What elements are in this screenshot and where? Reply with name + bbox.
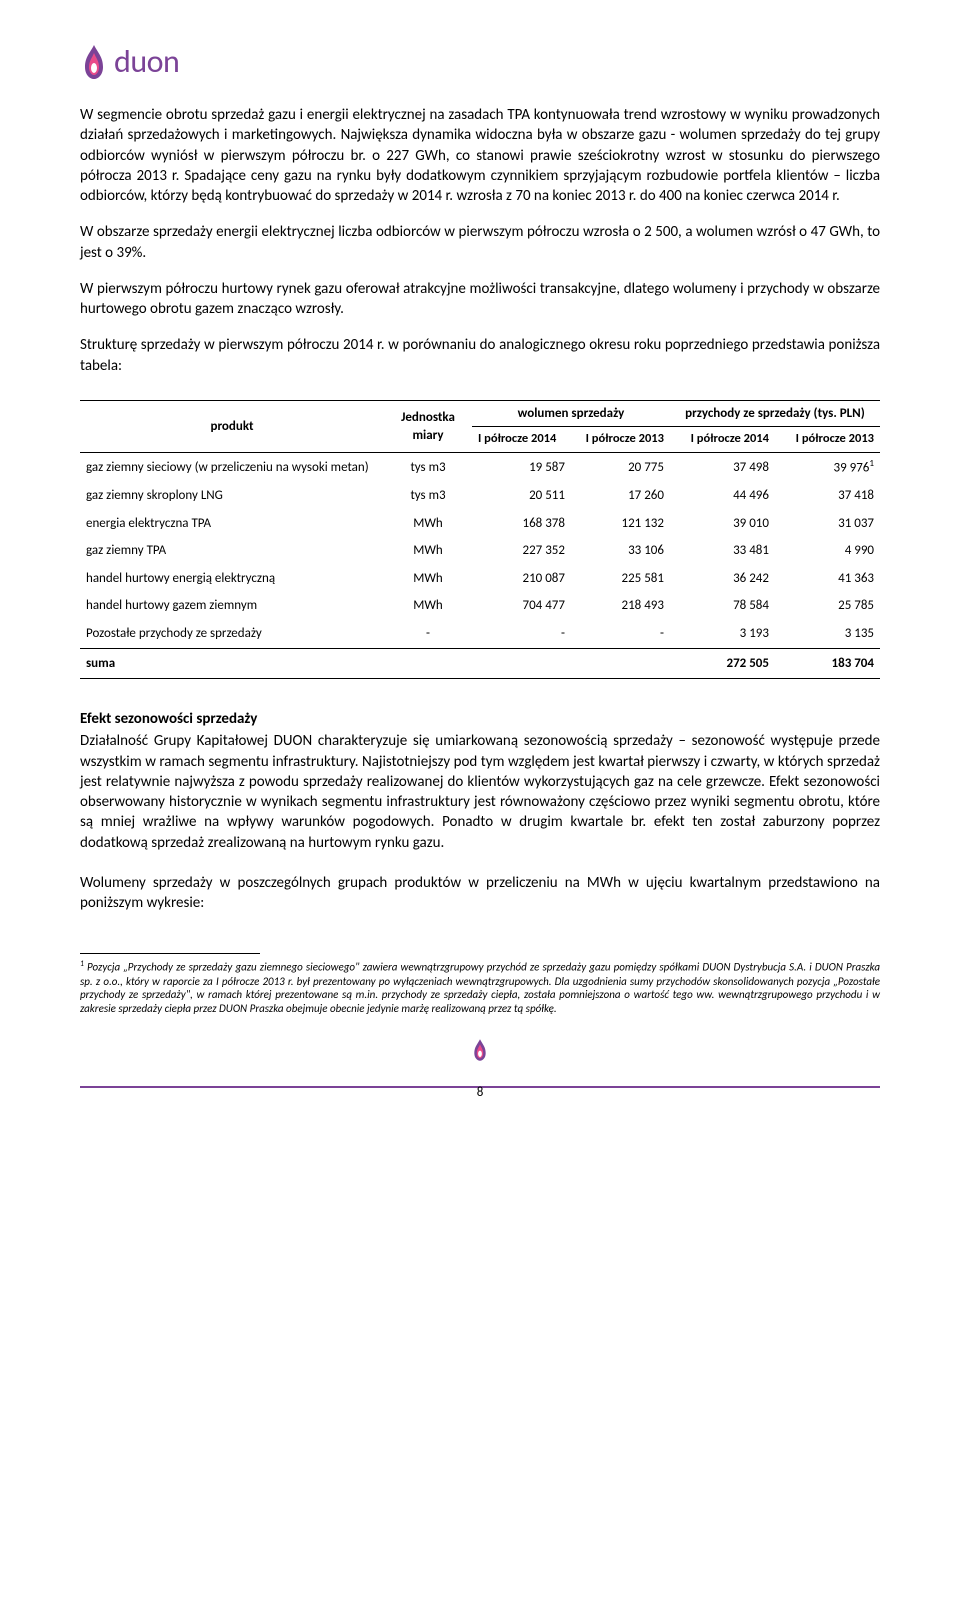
col-revenue: przychody ze sprzedaży (tys. PLN) — [670, 400, 880, 427]
cell-vol-2013: - — [571, 620, 670, 648]
cell-product: handel hurtowy energią elektryczną — [80, 565, 384, 593]
cell-vol-2013: 17 260 — [571, 482, 670, 510]
cell-unit: - — [384, 620, 472, 648]
table-row: gaz ziemny TPAMWh227 35233 10633 4814 99… — [80, 537, 880, 565]
col-rev-2013: I półrocze 2013 — [775, 427, 880, 453]
cell-vol-2013: 225 581 — [571, 565, 670, 593]
table-row: gaz ziemny sieciowy (w przeliczeniu na w… — [80, 453, 880, 482]
cell-product: Pozostałe przychody ze sprzedaży — [80, 620, 384, 648]
cell-vol-2013: 20 775 — [571, 453, 670, 482]
footnote-marker: 1 — [80, 960, 84, 969]
cell-unit: MWh — [384, 537, 472, 565]
cell-rev-2014: 33 481 — [670, 537, 775, 565]
paragraph-3: W pierwszym półroczu hurtowy rynek gazu … — [80, 279, 880, 320]
sum-rev-2014: 272 505 — [670, 648, 775, 679]
cell-vol-2014: 227 352 — [472, 537, 571, 565]
cell-vol-2014: - — [472, 620, 571, 648]
cell-rev-2013: 39 9761 — [775, 453, 880, 482]
col-unit: Jednostka miary — [384, 400, 472, 452]
cell-rev-2013: 41 363 — [775, 565, 880, 593]
paragraph-6: Wolumeny sprzedaży w poszczególnych grup… — [80, 873, 880, 914]
page-number: 8 — [80, 1084, 880, 1102]
paragraph-2: W obszarze sprzedaży energii elektryczne… — [80, 222, 880, 263]
flame-icon — [80, 43, 108, 81]
footnote-text: 1 Pozycja „Przychody ze sprzedaży gazu z… — [80, 960, 880, 1016]
cell-vol-2014: 168 378 — [472, 510, 571, 538]
cell-unit: tys m3 — [384, 453, 472, 482]
brand-name: duon — [114, 40, 179, 83]
footnote-separator — [80, 953, 260, 954]
cell-vol-2013: 33 106 — [571, 537, 670, 565]
cell-product: handel hurtowy gazem ziemnym — [80, 592, 384, 620]
table-row: handel hurtowy energią elektrycznąMWh210… — [80, 565, 880, 593]
cell-rev-2013: 31 037 — [775, 510, 880, 538]
cell-rev-2014: 36 242 — [670, 565, 775, 593]
cell-unit: tys m3 — [384, 482, 472, 510]
footer-flame-icon — [461, 1038, 499, 1068]
col-rev-2014: I półrocze 2014 — [670, 427, 775, 453]
cell-product: gaz ziemny TPA — [80, 537, 384, 565]
cell-rev-2014: 3 193 — [670, 620, 775, 648]
cell-vol-2013: 218 493 — [571, 592, 670, 620]
cell-rev-2013: 37 418 — [775, 482, 880, 510]
table-row: energia elektryczna TPAMWh168 378121 132… — [80, 510, 880, 538]
cell-product: gaz ziemny skroplony LNG — [80, 482, 384, 510]
cell-vol-2014: 19 587 — [472, 453, 571, 482]
col-product: produkt — [80, 400, 384, 452]
brand-logo: duon — [80, 40, 880, 83]
sum-rev-2013: 183 704 — [775, 648, 880, 679]
cell-vol-2014: 704 477 — [472, 592, 571, 620]
sales-table: produkt Jednostka miary wolumen sprzedaż… — [80, 400, 880, 679]
cell-rev-2014: 78 584 — [670, 592, 775, 620]
cell-vol-2013: 121 132 — [571, 510, 670, 538]
cell-vol-2014: 210 087 — [472, 565, 571, 593]
cell-unit: MWh — [384, 565, 472, 593]
section-seasonality-title: Efekt sezonowości sprzedaży — [80, 709, 880, 729]
table-row: handel hurtowy gazem ziemnymMWh704 47721… — [80, 592, 880, 620]
page-footer: 8 — [80, 1056, 880, 1102]
paragraph-1: W segmencie obrotu sprzedaż gazu i energ… — [80, 105, 880, 206]
col-vol-2014: I półrocze 2014 — [472, 427, 571, 453]
cell-rev-2014: 37 498 — [670, 453, 775, 482]
table-row: gaz ziemny skroplony LNGtys m320 51117 2… — [80, 482, 880, 510]
paragraph-5: Działalność Grupy Kapitałowej DUON chara… — [80, 731, 880, 853]
cell-rev-2014: 39 010 — [670, 510, 775, 538]
sum-label: suma — [80, 648, 384, 679]
cell-product: gaz ziemny sieciowy (w przeliczeniu na w… — [80, 453, 384, 482]
cell-unit: MWh — [384, 510, 472, 538]
cell-rev-2013: 25 785 — [775, 592, 880, 620]
col-vol-2013: I półrocze 2013 — [571, 427, 670, 453]
table-row: Pozostałe przychody ze sprzedaży---3 193… — [80, 620, 880, 648]
cell-vol-2014: 20 511 — [472, 482, 571, 510]
cell-rev-2013: 4 990 — [775, 537, 880, 565]
cell-unit: MWh — [384, 592, 472, 620]
cell-rev-2013: 3 135 — [775, 620, 880, 648]
cell-rev-2014: 44 496 — [670, 482, 775, 510]
col-volume: wolumen sprzedaży — [472, 400, 670, 427]
paragraph-4: Strukturę sprzedaży w pierwszym półroczu… — [80, 335, 880, 376]
cell-product: energia elektryczna TPA — [80, 510, 384, 538]
